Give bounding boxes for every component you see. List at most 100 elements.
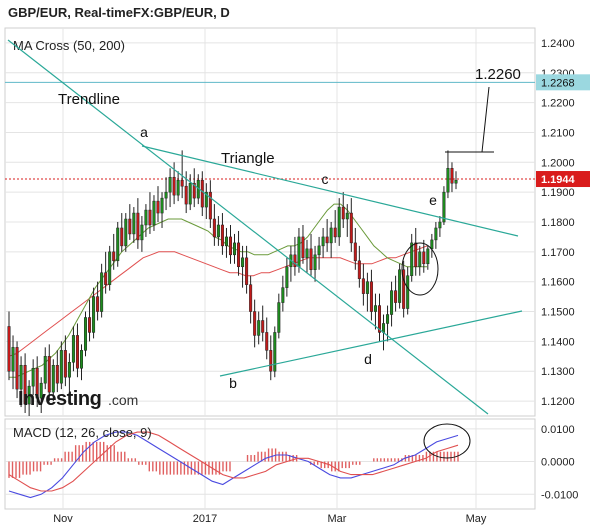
candle bbox=[136, 198, 140, 249]
candle bbox=[377, 293, 381, 342]
candle bbox=[265, 317, 269, 360]
candle bbox=[414, 227, 418, 276]
candle bbox=[434, 222, 438, 249]
candle-body bbox=[23, 365, 27, 405]
candle-body bbox=[269, 350, 273, 372]
candle-body bbox=[390, 290, 394, 315]
candle bbox=[27, 380, 31, 416]
candle-body bbox=[27, 385, 31, 405]
candle-body bbox=[253, 311, 257, 336]
wave-point-d: d bbox=[364, 351, 372, 367]
candle bbox=[269, 335, 273, 381]
candle bbox=[35, 356, 39, 408]
candle-body bbox=[140, 224, 144, 241]
candle bbox=[204, 183, 208, 220]
candle bbox=[418, 245, 422, 276]
candle bbox=[43, 347, 47, 390]
candle bbox=[313, 245, 317, 282]
candle-body bbox=[273, 332, 277, 372]
candle bbox=[349, 198, 353, 252]
candle-body bbox=[261, 320, 265, 333]
candle-body bbox=[128, 218, 132, 235]
macd-axis: 0.0100 0.0000 -0.0100 bbox=[541, 424, 578, 501]
candle bbox=[71, 326, 75, 372]
candle-body bbox=[212, 218, 216, 238]
candle bbox=[273, 326, 277, 378]
price-tick-label: 1.1200 bbox=[541, 396, 575, 408]
candle bbox=[253, 299, 257, 348]
candle-body bbox=[75, 335, 79, 369]
candle bbox=[329, 222, 333, 258]
price-axis: 1.1200 1.1300 1.1400 1.1500 1.1600 1.1700 1.18… bbox=[536, 38, 590, 408]
candle bbox=[228, 224, 232, 264]
candle-body bbox=[31, 367, 35, 387]
candle-body bbox=[148, 209, 152, 226]
candle-body bbox=[249, 284, 253, 312]
candle-body bbox=[164, 191, 168, 199]
candle bbox=[305, 239, 309, 273]
macd-tick-label: 0.0000 bbox=[541, 457, 575, 469]
candle-body bbox=[7, 326, 11, 372]
candle-body bbox=[51, 365, 55, 393]
candle bbox=[341, 192, 345, 228]
price-gridlines bbox=[5, 28, 535, 416]
candle-body bbox=[200, 179, 204, 208]
target-pointer bbox=[445, 86, 494, 153]
candle-body bbox=[353, 242, 357, 262]
candle bbox=[422, 239, 426, 273]
candle bbox=[128, 204, 132, 240]
candle bbox=[454, 171, 458, 190]
candle bbox=[112, 233, 116, 270]
candle-body bbox=[430, 239, 434, 250]
candle-body bbox=[100, 272, 104, 312]
candle bbox=[31, 359, 35, 396]
candle bbox=[180, 150, 184, 199]
time-tick-label: Nov bbox=[53, 513, 73, 525]
candle bbox=[164, 177, 168, 211]
candle bbox=[212, 204, 216, 246]
wave-point-b: b bbox=[229, 375, 237, 391]
candle bbox=[438, 216, 442, 237]
candle-body bbox=[293, 254, 297, 268]
candle bbox=[402, 260, 406, 318]
candle-body bbox=[15, 347, 19, 390]
candle bbox=[261, 305, 265, 342]
wave-point-a: a bbox=[140, 124, 148, 140]
triangle-lower-line bbox=[219, 310, 523, 377]
candle-body bbox=[104, 272, 108, 285]
candle-body bbox=[67, 362, 71, 378]
candle bbox=[11, 335, 15, 390]
price-tick-label: 1.1600 bbox=[541, 277, 575, 289]
candle-body bbox=[180, 179, 184, 187]
candle-body bbox=[92, 296, 96, 333]
chart-title: GBP/EUR, Real-timeFX:GBP/EUR, D bbox=[8, 5, 230, 20]
candle bbox=[104, 251, 108, 294]
macd-tick-label: -0.0100 bbox=[541, 489, 578, 501]
candle-body bbox=[35, 367, 39, 399]
candle bbox=[200, 171, 204, 217]
candle bbox=[156, 186, 160, 222]
candle bbox=[321, 227, 325, 258]
candle bbox=[257, 311, 261, 345]
ma-slow-line bbox=[8, 245, 428, 357]
candle-body bbox=[136, 212, 140, 241]
candle-body bbox=[55, 365, 59, 384]
candle-body bbox=[233, 242, 237, 256]
candle-body bbox=[237, 242, 241, 268]
macd-tick-label: 0.0100 bbox=[541, 424, 575, 436]
price-tick-label: 1.1700 bbox=[541, 247, 575, 259]
candle bbox=[301, 224, 305, 264]
annotations: Trendline Triangle 1.2260 a b c d e bbox=[7, 39, 523, 415]
candle bbox=[148, 192, 152, 234]
candle bbox=[100, 263, 104, 318]
candle bbox=[353, 227, 357, 270]
candle-body bbox=[176, 179, 180, 196]
candle-body bbox=[241, 257, 245, 268]
candle-body bbox=[224, 236, 228, 247]
candle-body bbox=[152, 200, 156, 226]
target-price-tag bbox=[536, 74, 590, 91]
candle bbox=[84, 311, 88, 357]
candle-body bbox=[120, 227, 124, 247]
watermark-brand: Investing bbox=[18, 388, 101, 410]
